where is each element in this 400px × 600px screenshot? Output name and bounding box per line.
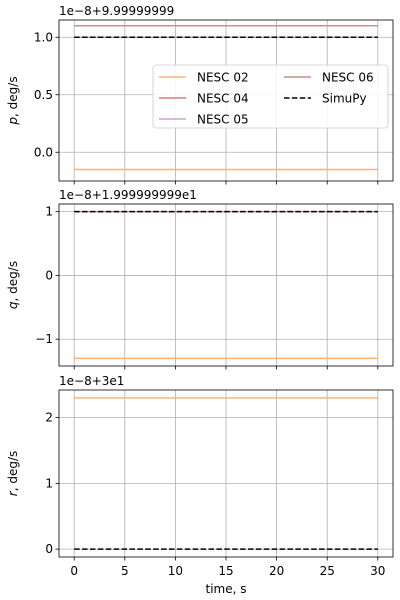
offset-label: 1e−8+3e1 bbox=[59, 374, 124, 388]
legend-label: SimuPy bbox=[322, 92, 367, 106]
y-tick-label: 1 bbox=[45, 205, 53, 219]
legend-label: NESC 06 bbox=[322, 71, 374, 85]
y-axis-label-unit: , deg/s bbox=[6, 261, 20, 302]
y-tick-label: 0 bbox=[45, 542, 53, 556]
y-axis-label: q, deg/s bbox=[6, 261, 20, 309]
legend-label: NESC 05 bbox=[197, 113, 249, 127]
offset-label: 1e−8+1.999999999e1 bbox=[59, 188, 197, 202]
y-axis-label-unit: , deg/s bbox=[6, 76, 20, 117]
legend: NESC 02 NESC 04 NESC 05 NESC 06 SimuPy bbox=[152, 64, 389, 129]
x-tick-label: 10 bbox=[168, 564, 183, 578]
y-tick-label: 0.0 bbox=[34, 145, 53, 159]
y-axis-label-variable: q bbox=[6, 301, 20, 309]
x-tick-label: 20 bbox=[269, 564, 284, 578]
legend-label: NESC 04 bbox=[197, 92, 249, 106]
y-axis-label: p, deg/s bbox=[6, 76, 20, 125]
y-tick-label: 0.5 bbox=[34, 88, 53, 102]
x-tick-label: 15 bbox=[218, 564, 233, 578]
y-axis-label: r, deg/s bbox=[6, 451, 20, 496]
y-tick-label: 1.0 bbox=[34, 30, 53, 44]
subplot-q: −1 0 1 1e−8+1.999999999e1 q, deg/s bbox=[6, 188, 394, 370]
y-axis-label-variable: r bbox=[6, 490, 20, 496]
y-axis-label-unit: , deg/s bbox=[6, 451, 20, 492]
legend-label: NESC 02 bbox=[197, 71, 249, 85]
y-tick-label: −1 bbox=[35, 332, 53, 346]
offset-label: 1e−8+9.99999999 bbox=[59, 4, 174, 18]
x-axis-label: time, s bbox=[206, 582, 247, 596]
y-tick-label: 0 bbox=[45, 268, 53, 282]
x-tick-label: 30 bbox=[370, 564, 385, 578]
x-tick-label: 25 bbox=[320, 564, 335, 578]
y-axis-label-variable: p bbox=[6, 117, 20, 126]
y-tick-label: 1 bbox=[45, 476, 53, 490]
x-tick-label: 5 bbox=[121, 564, 129, 578]
y-tick-label: 2 bbox=[45, 411, 53, 425]
x-tick-label: 0 bbox=[70, 564, 78, 578]
legend-box bbox=[152, 64, 389, 129]
